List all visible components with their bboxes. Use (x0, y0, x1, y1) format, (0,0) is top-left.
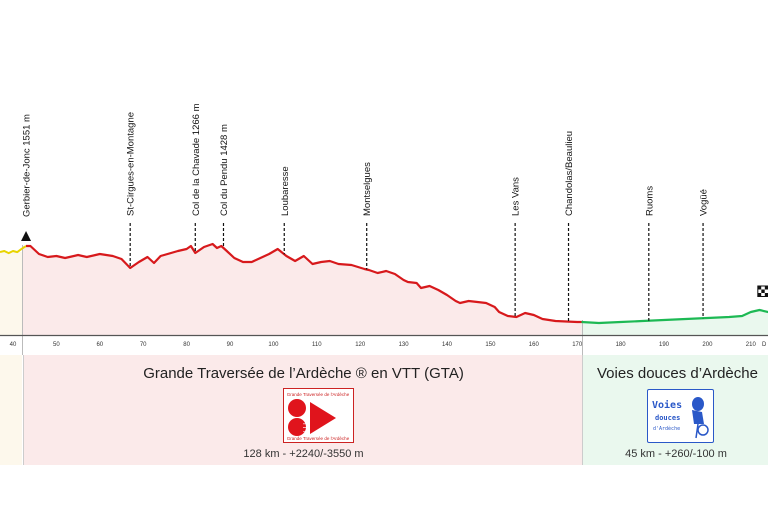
waypoint-label: Col du Pendu 1428 m (219, 124, 230, 216)
approach-section-panel (0, 355, 22, 465)
x-tick-label: 70 (140, 342, 147, 348)
x-tick-label: 50 (53, 342, 60, 348)
x-tick-label: 40 (10, 342, 17, 348)
svg-text:Grande Traversée de l'Ardèche: Grande Traversée de l'Ardèche (287, 392, 350, 397)
approach-profile-line (0, 245, 27, 255)
x-tick-label: 110 (312, 342, 322, 348)
x-tick-label: 120 (355, 342, 366, 348)
x-tick-label: 170 (572, 342, 583, 348)
voies-area-fill (581, 310, 768, 335)
waypoint-label: Loubaresse (280, 166, 291, 216)
svg-text:Grande Traversée de l'Ardèche: Grande Traversée de l'Ardèche (287, 436, 350, 441)
waypoint-label: Les Vans (511, 177, 522, 216)
gta-section-title: Grande Traversée de l’Ardèche ® en VTT (… (143, 365, 464, 382)
waypoint-label: St-Cirgues-en-Montagne (126, 112, 137, 216)
x-tick-label: 210 (746, 342, 757, 348)
voies-section-title: Voies douces d’Ardèche (597, 365, 758, 382)
svg-text:VTT FFC: VTT FFC (301, 418, 307, 442)
gta-logo-graphic: Grande Traversée de l'Ardèche VTT FFC Gr… (287, 392, 350, 443)
x-tick-label: 190 (659, 342, 670, 348)
svg-text:douces: douces (655, 414, 680, 422)
x-tick-label: 60 (96, 342, 103, 348)
gta-profile-line (26, 242, 582, 324)
voies-douces-logo-graphic: Voies douces d'Ardèche (652, 397, 709, 439)
gta-section-panel: Grande Traversée de l’Ardèche ® en VTT (… (23, 355, 583, 465)
x-tick-label: 90 (227, 342, 234, 348)
svg-text:Voies: Voies (652, 399, 682, 411)
x-tick-label: 130 (399, 342, 410, 348)
elevation-profile-chart: 40 50 60 70 80 90 100 110 120 130 140 150 160 170 180 1… (0, 103, 768, 355)
voies-section-panel: Voies douces d’Ardèche Voies douces d'Ar… (582, 355, 768, 465)
voies-douces-logo: Voies douces d'Ardèche (647, 389, 714, 443)
x-tick-label: 160 (529, 342, 540, 348)
x-tick-label: 140 (442, 342, 453, 348)
waypoint-label: Montselgues (362, 162, 373, 216)
x-tick-label: 100 (268, 342, 279, 348)
gta-area-fill (23, 244, 582, 335)
gta-logo: Grande Traversée de l'Ardèche VTT FFC Gr… (283, 388, 354, 443)
x-tick-label: 180 (616, 342, 627, 348)
waypoint-label: Col de la Chavade 1266 m (191, 103, 202, 216)
svg-text:d'Ardèche: d'Ardèche (653, 425, 680, 432)
waypoint-label: Chandolas/Beaulieu (564, 131, 575, 216)
waypoint-label: Gerbier-de-Jonc 1551 m (22, 114, 33, 217)
x-tick-label: 200 (702, 342, 713, 348)
start-arrow-icon (21, 231, 32, 241)
voies-section-stats: 45 km - +260/-100 m (625, 448, 727, 460)
x-tick-label: 150 (485, 342, 496, 348)
approach-area-fill (0, 252, 22, 335)
x-tick-label: D (762, 342, 767, 348)
voies-profile-line (581, 308, 768, 325)
waypoint-label: Vogüé (699, 189, 710, 216)
waypoint-label: Ruoms (644, 186, 655, 216)
x-tick-label: 80 (183, 342, 190, 348)
gta-section-stats: 128 km - +2240/-3550 m (243, 448, 364, 460)
finish-flag-icon (757, 285, 768, 297)
